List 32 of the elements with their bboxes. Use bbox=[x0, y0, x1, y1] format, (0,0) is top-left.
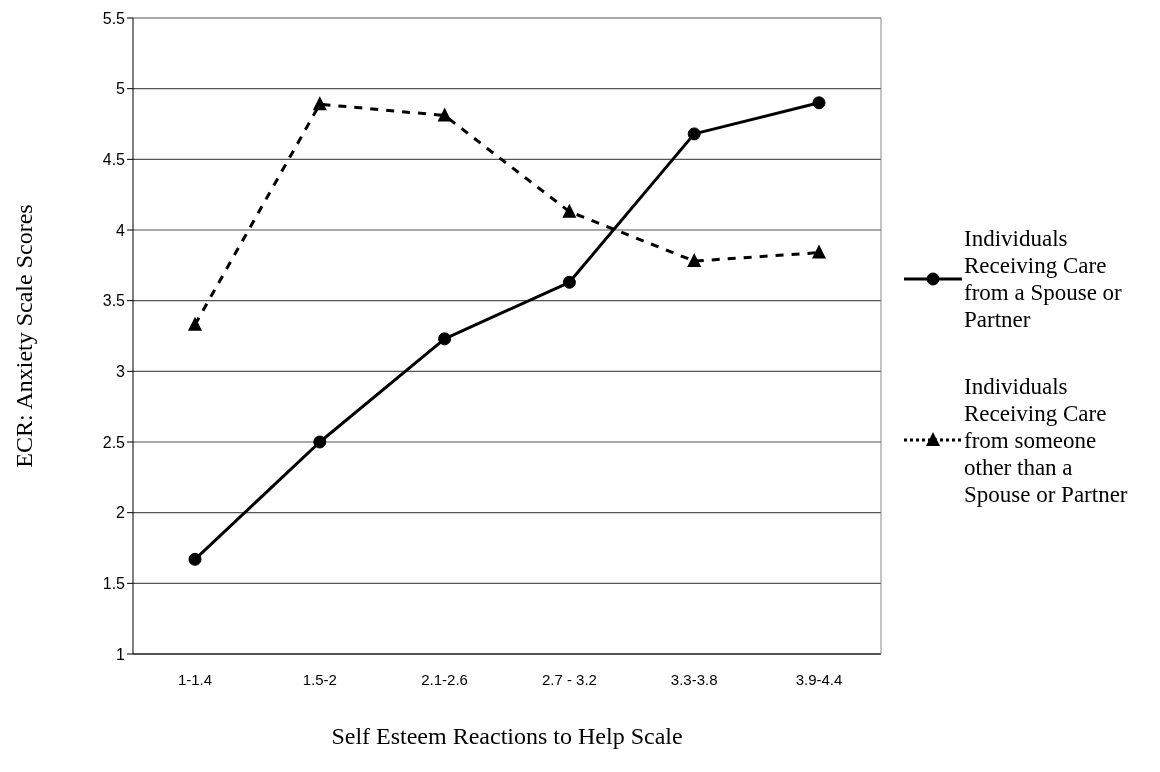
y-tick-label: 5 bbox=[116, 80, 126, 98]
y-tick-label: 3 bbox=[116, 363, 126, 381]
point bbox=[313, 435, 327, 449]
point bbox=[687, 253, 702, 268]
y-axis-title: ECR: Anxiety Scale Scores bbox=[10, 204, 37, 468]
point bbox=[188, 552, 202, 566]
point bbox=[687, 127, 701, 141]
point bbox=[562, 275, 576, 289]
y-tick-label: 2 bbox=[116, 504, 126, 522]
x-axis-title: Self Esteem Reactions to Help Scale bbox=[331, 723, 683, 749]
point bbox=[812, 96, 826, 110]
point bbox=[812, 244, 826, 259]
x-tick-label: 2.7 - 3.2 bbox=[541, 670, 597, 688]
y-tick-label: 1.5 bbox=[102, 575, 126, 593]
y-tick-label: 1 bbox=[116, 645, 126, 663]
y-tick-label: 5.5 bbox=[102, 9, 126, 27]
point bbox=[562, 203, 577, 218]
point bbox=[438, 332, 452, 346]
y-tick-label: 3.5 bbox=[102, 292, 126, 310]
point bbox=[312, 96, 327, 111]
y-tick-label: 2.5 bbox=[102, 433, 126, 451]
y-tick-label: 4.5 bbox=[102, 151, 126, 169]
x-tick-label: 3.9-4.4 bbox=[795, 670, 843, 688]
x-tick-label: 1.5-2 bbox=[302, 670, 337, 688]
x-tick-label: 1-1.4 bbox=[177, 670, 213, 688]
legend-label: Individuals Receiving Care from a Spouse or Partner bbox=[964, 224, 1123, 333]
legend-label: Individuals Receiving Care from someone other than a Spouse or Partner bbox=[964, 372, 1129, 508]
x-tick-label: 3.3-3.8 bbox=[670, 670, 718, 688]
y-tick-label: 4 bbox=[116, 221, 126, 239]
point bbox=[188, 316, 202, 331]
point bbox=[437, 107, 452, 122]
x-tick-label: 2.1-2.6 bbox=[421, 670, 468, 688]
